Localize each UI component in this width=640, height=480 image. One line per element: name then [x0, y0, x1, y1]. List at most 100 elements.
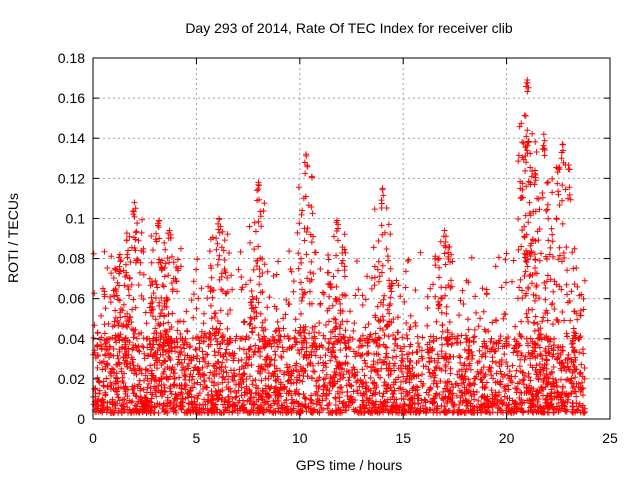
data-point [217, 340, 224, 347]
data-point [163, 297, 170, 304]
data-point [438, 366, 445, 373]
data-point [244, 409, 251, 416]
data-point [290, 288, 297, 295]
data-point [361, 372, 368, 379]
data-point [423, 389, 430, 396]
data-point [518, 389, 525, 396]
data-point [99, 366, 106, 373]
data-point [315, 384, 322, 391]
data-point [264, 341, 271, 348]
data-point [444, 379, 451, 386]
data-point [523, 183, 530, 190]
data-point [338, 260, 345, 267]
data-point [379, 393, 386, 400]
data-point [116, 337, 123, 344]
data-point [550, 346, 557, 353]
data-point [256, 266, 263, 273]
data-point [121, 396, 128, 403]
data-point [333, 323, 340, 330]
data-point [375, 317, 382, 324]
data-point [427, 333, 434, 340]
data-point [538, 383, 545, 390]
data-point [252, 342, 259, 349]
data-point [149, 313, 156, 320]
data-point [274, 318, 281, 325]
data-point [285, 377, 292, 384]
data-point [156, 322, 163, 329]
data-point [448, 342, 455, 349]
data-point [378, 222, 385, 229]
data-point [284, 378, 291, 385]
data-point [501, 311, 508, 318]
data-point [408, 375, 415, 382]
data-point [531, 319, 538, 326]
data-point [340, 371, 347, 378]
data-point [339, 257, 346, 264]
data-point [290, 379, 297, 386]
data-point [294, 376, 301, 383]
data-point [320, 291, 327, 298]
data-point [351, 320, 358, 327]
data-point [531, 251, 538, 258]
data-point [522, 112, 529, 119]
data-point [120, 403, 127, 410]
data-point [263, 354, 270, 361]
data-point [214, 240, 221, 247]
data-point [533, 282, 540, 289]
data-point [133, 403, 140, 410]
data-point [280, 315, 287, 322]
data-point [568, 340, 575, 347]
data-point [238, 392, 245, 399]
data-point [292, 362, 299, 369]
data-point [309, 400, 316, 407]
data-point [378, 200, 385, 207]
data-point [179, 335, 186, 342]
data-point [140, 271, 147, 278]
data-point [110, 346, 117, 353]
data-point [415, 392, 422, 399]
data-point [327, 374, 334, 381]
data-point [238, 273, 245, 280]
data-point [378, 365, 385, 372]
data-point [523, 133, 530, 140]
data-point [540, 131, 547, 138]
data-point [544, 201, 551, 208]
data-point [520, 376, 527, 383]
data-point [117, 268, 124, 275]
data-point [230, 357, 237, 364]
data-point [307, 231, 314, 238]
data-point [502, 256, 509, 263]
data-point [219, 334, 226, 341]
data-point [426, 398, 433, 405]
data-point [121, 385, 128, 392]
data-point [210, 397, 217, 404]
data-point [529, 350, 536, 357]
data-point [469, 352, 476, 359]
data-point [211, 332, 218, 339]
data-point [394, 342, 401, 349]
data-point [101, 291, 108, 298]
data-point [360, 403, 367, 410]
data-points [90, 77, 588, 416]
data-point [208, 315, 215, 322]
data-point [232, 337, 239, 344]
data-point [140, 335, 147, 342]
data-point [505, 382, 512, 389]
data-point [253, 382, 260, 389]
data-point [341, 231, 348, 238]
data-point [287, 266, 294, 273]
data-point [164, 254, 171, 261]
data-point [122, 322, 129, 329]
data-point [541, 364, 548, 371]
data-point [442, 354, 449, 361]
data-point [235, 387, 242, 394]
data-point [297, 409, 304, 416]
data-point [206, 375, 213, 382]
data-point [238, 286, 245, 293]
data-point [158, 295, 165, 302]
data-point [192, 407, 199, 414]
data-point [246, 321, 253, 328]
data-point [383, 388, 390, 395]
data-point [467, 366, 474, 373]
data-point [126, 406, 133, 413]
